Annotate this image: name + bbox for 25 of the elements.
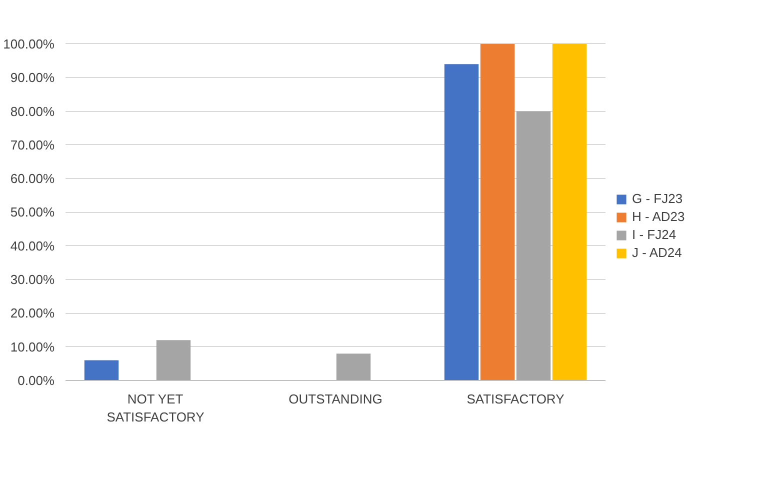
bar xyxy=(156,340,191,380)
y-tick-label: 80.00% xyxy=(10,104,55,119)
y-tick-label: 70.00% xyxy=(10,137,55,152)
bar xyxy=(444,64,479,380)
y-tick-label: 10.00% xyxy=(10,339,55,354)
y-tick-label: 60.00% xyxy=(10,171,55,186)
y-tick-label: 20.00% xyxy=(10,306,55,321)
bar xyxy=(516,111,551,380)
x-tick-label: SATISFACTORY xyxy=(466,392,565,406)
legend-label: G - FJ23 xyxy=(632,191,683,206)
y-tick-label: 0.00% xyxy=(18,373,55,388)
bar xyxy=(480,44,515,380)
y-tick-label: 30.00% xyxy=(10,272,55,288)
bar xyxy=(552,44,587,380)
x-tick-label: OUTSTANDING xyxy=(288,392,382,406)
y-tick-label: 90.00% xyxy=(10,70,55,86)
y-tick-label: 50.00% xyxy=(10,204,55,220)
legend-label: H - AD23 xyxy=(632,209,685,224)
legend-label: I - FJ24 xyxy=(632,227,676,242)
y-tick-label: 100.00% xyxy=(3,36,55,52)
x-tick-label: NOT YET SATISFACTORY xyxy=(106,392,205,424)
bar xyxy=(84,360,119,380)
y-tick-label: 40.00% xyxy=(10,238,55,254)
bar xyxy=(336,354,371,380)
legend-label: J - AD24 xyxy=(632,245,682,260)
